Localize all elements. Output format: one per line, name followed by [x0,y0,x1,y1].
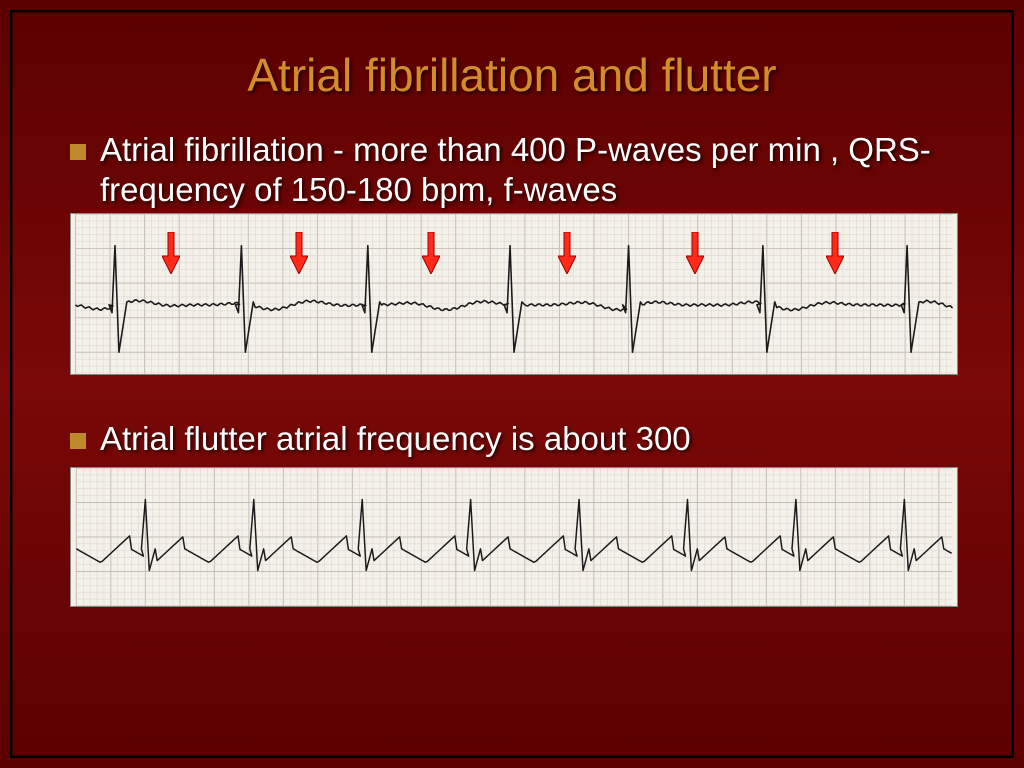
f-wave-arrow-icon [826,232,844,274]
ecg-flutter-strip [70,467,958,607]
ecg-flutter-svg [71,468,957,606]
ecg-afib-strip [70,213,958,375]
ecg-afib-svg [71,214,957,374]
f-wave-arrow-icon [686,232,704,274]
f-wave-arrow-icon [558,232,576,274]
f-wave-arrow-icon [422,232,440,274]
f-wave-arrow-icon [290,232,308,274]
slide-frame [10,10,1014,758]
f-wave-arrow-icon [162,232,180,274]
